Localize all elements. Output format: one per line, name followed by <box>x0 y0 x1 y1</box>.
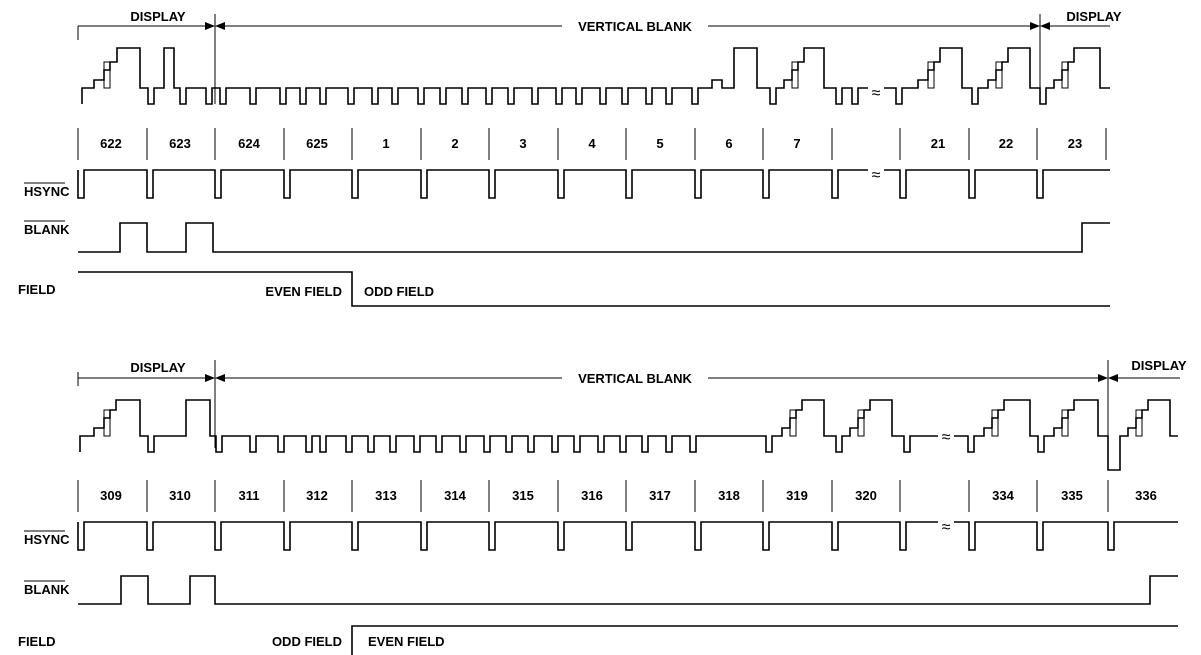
bottom-display-right-label: DISPLAY <box>1131 358 1186 373</box>
panel-bottom: DISPLAY VERTICAL BLANK DISPLAY ≈ <box>18 358 1187 655</box>
top-display-right-label: DISPLAY <box>1066 9 1121 24</box>
bottom-field-row: FIELD ODD FIELD EVEN FIELD <box>18 625 1178 655</box>
top-line-number: 622 <box>100 136 122 151</box>
top-burst-box-4 <box>1061 61 1069 89</box>
bottom-break-mark-video: ≈ <box>942 429 951 446</box>
top-hsync-trace-2 <box>884 169 1110 199</box>
bottom-header: DISPLAY VERTICAL BLANK DISPLAY <box>77 358 1187 448</box>
bottom-burst-box-3 <box>857 409 865 437</box>
bottom-line-number: 335 <box>1061 488 1083 503</box>
top-field-label: FIELD <box>18 282 56 297</box>
bottom-hsync-trace-1 <box>77 521 938 551</box>
top-hsync-row: HSYNC ≈ <box>24 167 1110 199</box>
bottom-blank-row: BLANK <box>24 575 1178 605</box>
top-burst-box-3 <box>995 61 1003 89</box>
top-display-left-label: DISPLAY <box>130 9 185 24</box>
top-line-number: 623 <box>169 136 191 151</box>
bottom-field-right-label: EVEN FIELD <box>368 634 445 649</box>
top-burst-box-5 <box>791 61 799 89</box>
top-hsync-trace-1 <box>77 169 868 199</box>
bottom-line-number: 312 <box>306 488 328 503</box>
top-line-numbers: 622 623 624 625 1 2 3 4 5 6 7 21 22 23 <box>77 128 1107 160</box>
top-line-number: 6 <box>725 136 732 151</box>
bottom-line-number: 314 <box>444 488 466 503</box>
top-break-mark-hsync: ≈ <box>872 167 881 184</box>
bottom-field-left-label: ODD FIELD <box>272 634 342 649</box>
top-header: DISPLAY VERTICAL BLANK DISPLAY <box>77 9 1122 104</box>
bottom-display-left-label: DISPLAY <box>130 360 185 375</box>
top-line-number: 624 <box>238 136 260 151</box>
bottom-hsync-label: HSYNC <box>24 532 70 547</box>
top-hsync-label: HSYNC <box>24 184 70 199</box>
panel-top: DISPLAY VERTICAL BLANK DISPLAY ≈ <box>18 9 1122 307</box>
bottom-burst-box-5 <box>1061 409 1069 437</box>
bottom-line-number: 316 <box>581 488 603 503</box>
bottom-line-number: 313 <box>375 488 397 503</box>
bottom-blank-label: BLANK <box>24 582 70 597</box>
top-blank-trace <box>78 222 1110 253</box>
bottom-hsync-row: HSYNC ≈ <box>24 519 1178 551</box>
top-break-mark-video: ≈ <box>872 85 881 102</box>
bottom-field-label: FIELD <box>18 634 56 649</box>
bottom-line-number: 319 <box>786 488 808 503</box>
top-line-number: 2 <box>451 136 458 151</box>
top-burst-box-2 <box>927 61 935 89</box>
top-vblank-right-arrowhead <box>1030 22 1040 30</box>
bottom-line-number: 309 <box>100 488 122 503</box>
top-display-left-arrowhead <box>205 22 215 30</box>
top-burst-box-1 <box>103 61 111 89</box>
top-vblank-label: VERTICAL BLANK <box>578 19 692 34</box>
top-blank-label: BLANK <box>24 222 70 237</box>
top-line-number: 7 <box>793 136 800 151</box>
bottom-line-number: 336 <box>1135 488 1157 503</box>
top-line-number: 23 <box>1068 136 1082 151</box>
top-blank-row: BLANK <box>24 220 1110 253</box>
bottom-display-left-arrowhead <box>205 374 215 382</box>
top-field-left-label: EVEN FIELD <box>265 284 342 299</box>
bottom-video-trace-1 <box>79 399 938 453</box>
bottom-video-waveform: ≈ <box>79 399 1178 471</box>
bottom-line-number: 318 <box>718 488 740 503</box>
top-display-right-arrowhead <box>1040 22 1050 30</box>
bottom-burst-box-4 <box>991 409 999 437</box>
bottom-vblank-label: VERTICAL BLANK <box>578 371 692 386</box>
top-line-number: 1 <box>382 136 389 151</box>
top-line-number: 625 <box>306 136 328 151</box>
bottom-hsync-trace-2 <box>954 521 1178 551</box>
bottom-line-number: 334 <box>992 488 1014 503</box>
top-line-number: 5 <box>656 136 663 151</box>
bottom-break-mark-hsync: ≈ <box>942 519 951 536</box>
bottom-field-trace <box>351 625 1178 655</box>
bottom-line-number: 315 <box>512 488 534 503</box>
top-video-trace-2 <box>884 47 1110 105</box>
bottom-line-number: 317 <box>649 488 671 503</box>
bottom-burst-box-6 <box>1135 409 1143 437</box>
top-vblank-left-arrowhead <box>215 22 225 30</box>
bottom-line-number: 310 <box>169 488 191 503</box>
bottom-vblank-left-arrowhead <box>215 374 225 382</box>
bottom-burst-box-2 <box>789 409 797 437</box>
bottom-blank-trace <box>78 575 1178 605</box>
bottom-display-right-arrowhead <box>1108 374 1118 382</box>
bottom-line-numbers: 309 310 311 312 313 314 315 316 317 318 … <box>77 480 1157 512</box>
top-line-number: 22 <box>999 136 1013 151</box>
top-field-row: FIELD EVEN FIELD ODD FIELD <box>18 271 1110 307</box>
top-line-number: 3 <box>519 136 526 151</box>
bottom-burst-box-1 <box>103 409 111 437</box>
top-field-right-label: ODD FIELD <box>364 284 434 299</box>
top-line-number: 4 <box>588 136 596 151</box>
top-line-number: 21 <box>931 136 945 151</box>
top-video-waveform: ≈ <box>81 47 1110 105</box>
top-field-trace <box>78 271 1110 307</box>
bottom-vblank-right-arrowhead <box>1098 374 1108 382</box>
bottom-line-number: 320 <box>855 488 877 503</box>
bottom-line-number: 311 <box>239 488 260 503</box>
top-video-trace-1 <box>81 47 868 105</box>
